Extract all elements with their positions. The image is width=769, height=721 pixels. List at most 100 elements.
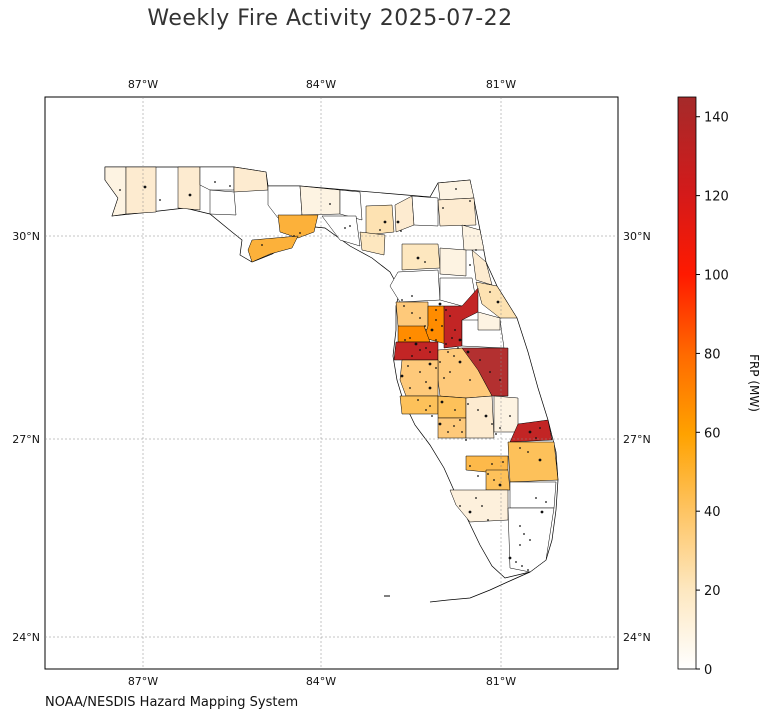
fire-point bbox=[455, 188, 457, 190]
fire-point bbox=[499, 379, 501, 381]
fire-point bbox=[441, 325, 443, 327]
fire-point bbox=[407, 365, 409, 367]
fire-point bbox=[214, 181, 216, 183]
fire-point bbox=[469, 379, 471, 381]
fire-point bbox=[465, 439, 467, 441]
fire-point bbox=[477, 409, 479, 411]
fire-point bbox=[430, 328, 434, 332]
fire-point bbox=[261, 244, 263, 246]
fire-point bbox=[469, 200, 471, 202]
fire-point bbox=[496, 300, 500, 304]
fire-point bbox=[445, 343, 447, 345]
lat-tick-left-27n: 27°N bbox=[12, 433, 40, 446]
fire-point bbox=[401, 299, 403, 301]
colorbar-ticks: 0 20 40 60 80 100 120 140 bbox=[696, 111, 729, 678]
fire-point bbox=[529, 539, 531, 541]
fire-point bbox=[491, 423, 493, 425]
county-holmes bbox=[199, 166, 235, 191]
fire-point bbox=[521, 565, 523, 567]
county-flagler bbox=[475, 281, 518, 319]
fire-point bbox=[519, 544, 521, 546]
county-jefferson bbox=[339, 189, 363, 221]
map-title: Weekly Fire Activity 2025-07-22 bbox=[147, 6, 513, 31]
fire-point bbox=[419, 317, 421, 319]
fire-point bbox=[469, 465, 471, 467]
fire-point bbox=[469, 264, 471, 266]
fire-point bbox=[383, 220, 387, 224]
fire-point bbox=[481, 505, 483, 507]
fire-point bbox=[508, 556, 512, 560]
fire-point bbox=[414, 342, 418, 346]
fire-point bbox=[329, 203, 331, 205]
fire-point bbox=[449, 315, 451, 317]
fire-point bbox=[535, 437, 537, 439]
lon-tick-top-87w: 87°W bbox=[128, 78, 158, 91]
fire-point bbox=[527, 451, 529, 453]
county-taylor bbox=[321, 215, 361, 247]
fire-point bbox=[400, 230, 402, 232]
fire-point bbox=[502, 461, 504, 463]
fire-point bbox=[435, 319, 437, 321]
fire-point bbox=[159, 199, 161, 201]
fire-point bbox=[538, 458, 542, 462]
fire-point bbox=[458, 338, 462, 342]
county-alachua bbox=[401, 243, 441, 271]
fire-point bbox=[188, 193, 192, 197]
county-nassau bbox=[437, 179, 475, 201]
fire-point bbox=[489, 291, 491, 293]
county-santa-rosa bbox=[125, 166, 157, 215]
fire-point bbox=[425, 409, 427, 411]
county-baker bbox=[437, 197, 477, 227]
fire-point bbox=[409, 387, 411, 389]
fire-point bbox=[435, 309, 437, 311]
fire-point bbox=[461, 431, 463, 433]
fire-point bbox=[229, 185, 231, 187]
county-okeechobee bbox=[493, 395, 519, 433]
fire-point bbox=[459, 505, 461, 507]
fire-point bbox=[519, 447, 521, 449]
county-hendry bbox=[485, 469, 511, 491]
fire-point bbox=[528, 430, 532, 434]
lat-tick-left-24n: 24°N bbox=[12, 631, 40, 644]
colorbar-tick-label: 140 bbox=[704, 111, 729, 126]
fire-point bbox=[438, 302, 442, 306]
fire-point bbox=[466, 350, 470, 354]
fire-point bbox=[453, 355, 455, 357]
fire-point bbox=[293, 235, 295, 237]
fire-point bbox=[425, 347, 427, 349]
county-collier bbox=[449, 489, 509, 523]
county-desoto bbox=[437, 417, 467, 439]
fire-point bbox=[475, 249, 477, 251]
fire-point bbox=[143, 185, 147, 189]
county-leon bbox=[299, 185, 341, 216]
county-madison bbox=[365, 204, 395, 236]
county-hardee bbox=[437, 395, 467, 419]
county-glades bbox=[465, 455, 509, 473]
fire-point bbox=[493, 479, 495, 481]
fire-point bbox=[119, 189, 121, 191]
county-washington bbox=[209, 189, 237, 216]
county-manatee bbox=[399, 395, 439, 415]
fire-point bbox=[379, 229, 381, 231]
lon-tick-top-84w: 84°W bbox=[306, 78, 336, 91]
fire-point bbox=[509, 415, 511, 417]
florida-keys bbox=[429, 571, 531, 603]
fire-point bbox=[451, 337, 453, 339]
fire-point bbox=[416, 256, 420, 260]
colorbar bbox=[677, 96, 697, 670]
fire-point bbox=[400, 374, 404, 378]
fire-point bbox=[454, 329, 456, 331]
fire-point bbox=[545, 501, 547, 503]
fire-point bbox=[535, 497, 537, 499]
lon-tick-bottom-84w: 84°W bbox=[306, 675, 336, 688]
county-levy bbox=[389, 269, 441, 303]
colorbar-tick-label: 80 bbox=[704, 347, 721, 362]
fire-point bbox=[299, 232, 301, 234]
fire-point bbox=[468, 510, 472, 514]
fire-point bbox=[403, 305, 405, 307]
fire-point bbox=[440, 400, 444, 404]
fire-point bbox=[409, 337, 411, 339]
fire-point bbox=[484, 414, 488, 418]
fire-point bbox=[491, 463, 493, 465]
fire-point bbox=[344, 227, 346, 229]
